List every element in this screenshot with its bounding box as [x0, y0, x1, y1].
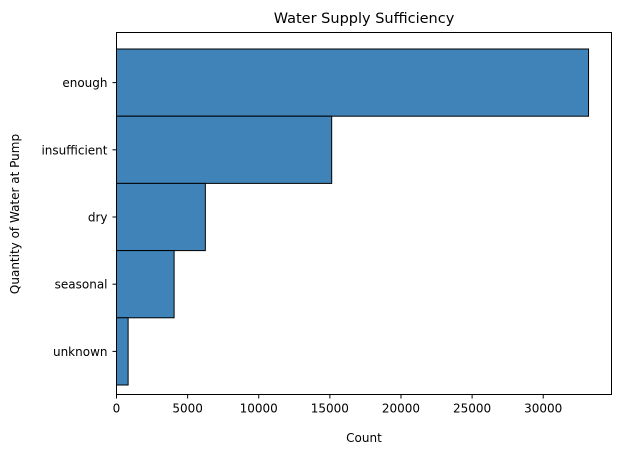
x-tick-label-20000: 20000	[382, 402, 420, 416]
y-axis-label: Quantity of Water at Pump	[8, 134, 22, 294]
x-tick-label-10000: 10000	[240, 402, 278, 416]
y-tick-label-dry: dry	[88, 211, 108, 225]
y-tick-label-unknown: unknown	[53, 345, 108, 359]
y-tick-label-enough: enough	[62, 76, 107, 90]
x-tick-label-25000: 25000	[453, 402, 491, 416]
bar-enough	[116, 48, 590, 117]
x-tick-label-30000: 30000	[524, 402, 562, 416]
plot-area-frame	[116, 32, 612, 395]
chart-title: Water Supply Sufficiency	[274, 11, 455, 27]
y-axis: enough insufficient dry seasonal unknown	[41, 76, 117, 359]
x-tick-label-0: 0	[113, 402, 121, 416]
x-axis: 0 5000 10000 15000 20000 25000 30000	[113, 394, 562, 416]
bar-insufficient	[116, 115, 333, 184]
y-tick-label-seasonal: seasonal	[55, 278, 108, 292]
bar-dry	[116, 182, 206, 252]
bar-group	[116, 48, 590, 386]
bar-seasonal	[116, 250, 175, 319]
x-tick-label-5000: 5000	[172, 402, 203, 416]
bar-unknown	[116, 317, 129, 386]
x-tick-label-15000: 15000	[311, 402, 349, 416]
x-axis-label: Count	[346, 431, 382, 445]
y-tick-label-insufficient: insufficient	[41, 143, 107, 157]
